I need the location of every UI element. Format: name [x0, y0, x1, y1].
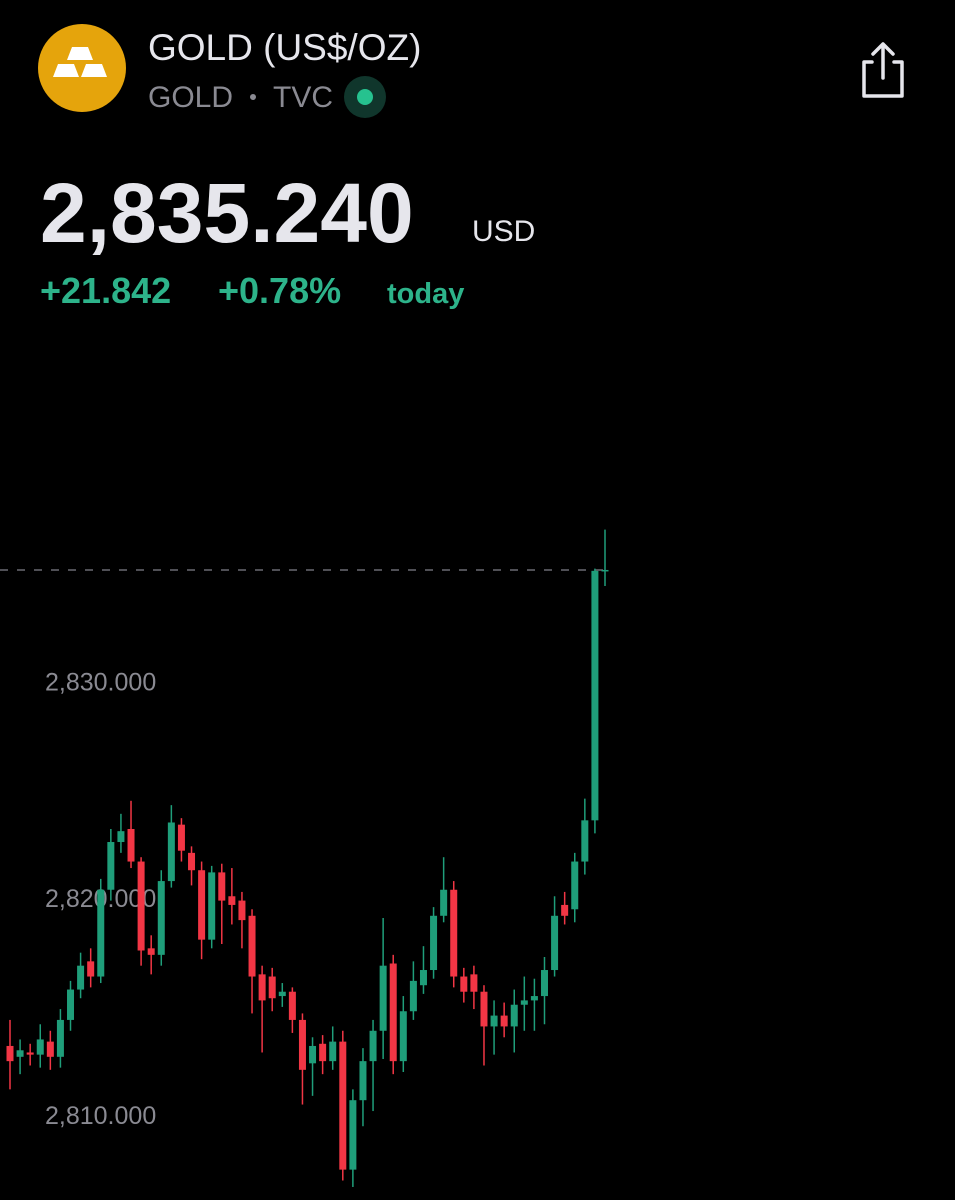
candle-body	[87, 961, 95, 977]
y-tick-label: 2,830.000	[45, 668, 156, 696]
candle-body	[339, 1041, 347, 1170]
candle-body	[359, 1061, 367, 1101]
candle-body	[278, 991, 286, 997]
candle-body	[510, 1004, 518, 1027]
candle-body	[46, 1041, 54, 1057]
candle-body	[77, 965, 85, 990]
candle-body	[188, 852, 196, 871]
candle-body	[490, 1015, 498, 1027]
candle-body	[6, 1045, 14, 1062]
candle-body	[268, 976, 276, 999]
candle-body	[530, 996, 538, 1001]
candle-body	[379, 965, 387, 1031]
separator	[250, 94, 256, 100]
title: GOLD (US$/OZ)	[148, 27, 421, 68]
candle-body	[97, 889, 105, 977]
candle-body	[551, 915, 559, 971]
logo	[38, 24, 126, 112]
candle-body	[228, 896, 236, 905]
candle-body	[581, 820, 589, 862]
candle-body	[571, 861, 579, 910]
candle-body	[137, 861, 145, 951]
y-tick-label: 2,810.000	[45, 1102, 156, 1130]
candle-body	[540, 970, 548, 997]
candle-body	[349, 1100, 357, 1170]
candle-body	[147, 948, 155, 955]
candle-body	[500, 1015, 508, 1027]
candle-body	[26, 1052, 34, 1055]
change: +21.842	[40, 270, 171, 311]
candle-body	[177, 824, 185, 851]
candle-body	[561, 904, 569, 916]
candle-body	[389, 963, 397, 1062]
candle-body	[288, 991, 296, 1020]
candle-body	[248, 915, 256, 977]
candle-body	[167, 822, 175, 882]
status-dot	[344, 76, 386, 118]
candle-body	[319, 1043, 327, 1062]
candle-body	[440, 889, 448, 916]
candle-body	[369, 1030, 377, 1062]
symbol: GOLD	[148, 81, 233, 114]
candle-body	[56, 1019, 64, 1057]
candle-body	[601, 569, 609, 572]
candle-body	[520, 1000, 528, 1005]
candle-body	[16, 1050, 24, 1057]
candle-body	[67, 989, 75, 1020]
candle-body	[329, 1041, 337, 1062]
currency: USD	[472, 215, 535, 248]
candle-body	[480, 991, 488, 1027]
candle-body	[298, 1019, 306, 1070]
candle-body	[409, 980, 417, 1012]
period: today	[387, 278, 464, 310]
candle-body	[198, 870, 206, 940]
candle-body	[117, 831, 125, 843]
candle-body	[107, 842, 115, 890]
price: 2,835.240	[40, 166, 414, 260]
candle-body	[157, 881, 165, 955]
candle-body	[430, 915, 438, 971]
candle-body	[127, 829, 135, 862]
candle-body	[399, 1011, 407, 1062]
candle-body	[309, 1045, 317, 1064]
candle-body	[450, 889, 458, 977]
candle-body	[258, 974, 266, 1001]
candle-body	[36, 1039, 44, 1055]
candle-body	[419, 970, 427, 986]
candle-body	[460, 976, 468, 992]
share-button[interactable]	[862, 42, 904, 98]
candle-body	[591, 570, 599, 821]
exchange: TVC	[273, 81, 333, 114]
candle-body	[470, 974, 478, 992]
candle-body	[208, 872, 216, 940]
candle-body	[238, 900, 246, 921]
change-percent: +0.78%	[218, 270, 341, 311]
candle-body	[218, 872, 226, 901]
